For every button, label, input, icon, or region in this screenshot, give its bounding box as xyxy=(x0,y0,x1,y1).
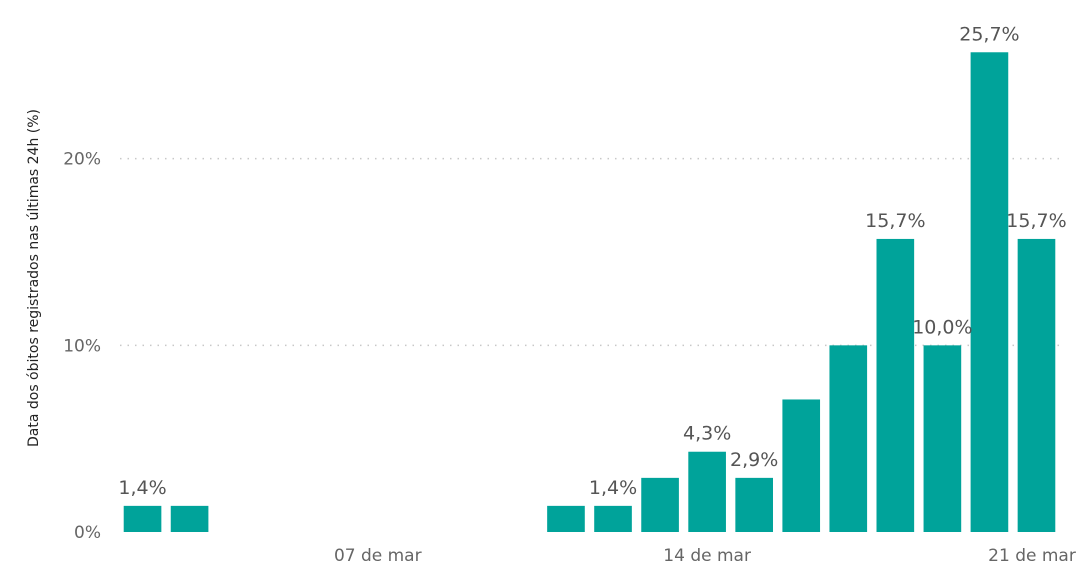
bar xyxy=(594,505,632,532)
bar xyxy=(641,477,679,532)
data-label: 2,9% xyxy=(730,449,778,471)
data-label: 15,7% xyxy=(865,210,925,232)
y-axis-title: Data dos óbitos registrados nas últimas … xyxy=(26,109,42,447)
y-tick-label: 10% xyxy=(63,336,101,356)
data-label: 1,4% xyxy=(118,477,166,499)
data-label: 4,3% xyxy=(683,423,731,445)
data-label: 1,4% xyxy=(589,477,637,499)
y-tick-label: 0% xyxy=(74,523,101,543)
y-tick-label: 20% xyxy=(63,150,101,170)
x-tick-label: 07 de mar xyxy=(334,546,422,566)
bar xyxy=(829,345,868,532)
bar xyxy=(923,345,962,532)
data-labels: 1,4% 1,4% 4,3% 2,9% 15,7% 10,0% 25,7% 15,7% xyxy=(118,23,1066,499)
bar xyxy=(1017,238,1056,532)
bar xyxy=(782,399,821,532)
x-tick-label: 21 de mar xyxy=(988,546,1076,566)
y-axis-ticks: 0% 10% 20% xyxy=(63,150,101,543)
bar xyxy=(876,238,915,532)
bars xyxy=(123,52,1056,533)
x-axis-ticks: 07 de mar 14 de mar 21 de mar xyxy=(334,546,1076,566)
bar xyxy=(123,505,162,532)
bar xyxy=(970,52,1009,533)
bar xyxy=(735,477,773,532)
data-label: 25,7% xyxy=(959,23,1019,45)
x-tick-label: 14 de mar xyxy=(663,546,751,566)
bar xyxy=(688,451,726,532)
data-label: 10,0% xyxy=(912,316,972,338)
data-label: 15,7% xyxy=(1006,210,1066,232)
bar xyxy=(170,505,209,532)
bar xyxy=(547,505,585,532)
